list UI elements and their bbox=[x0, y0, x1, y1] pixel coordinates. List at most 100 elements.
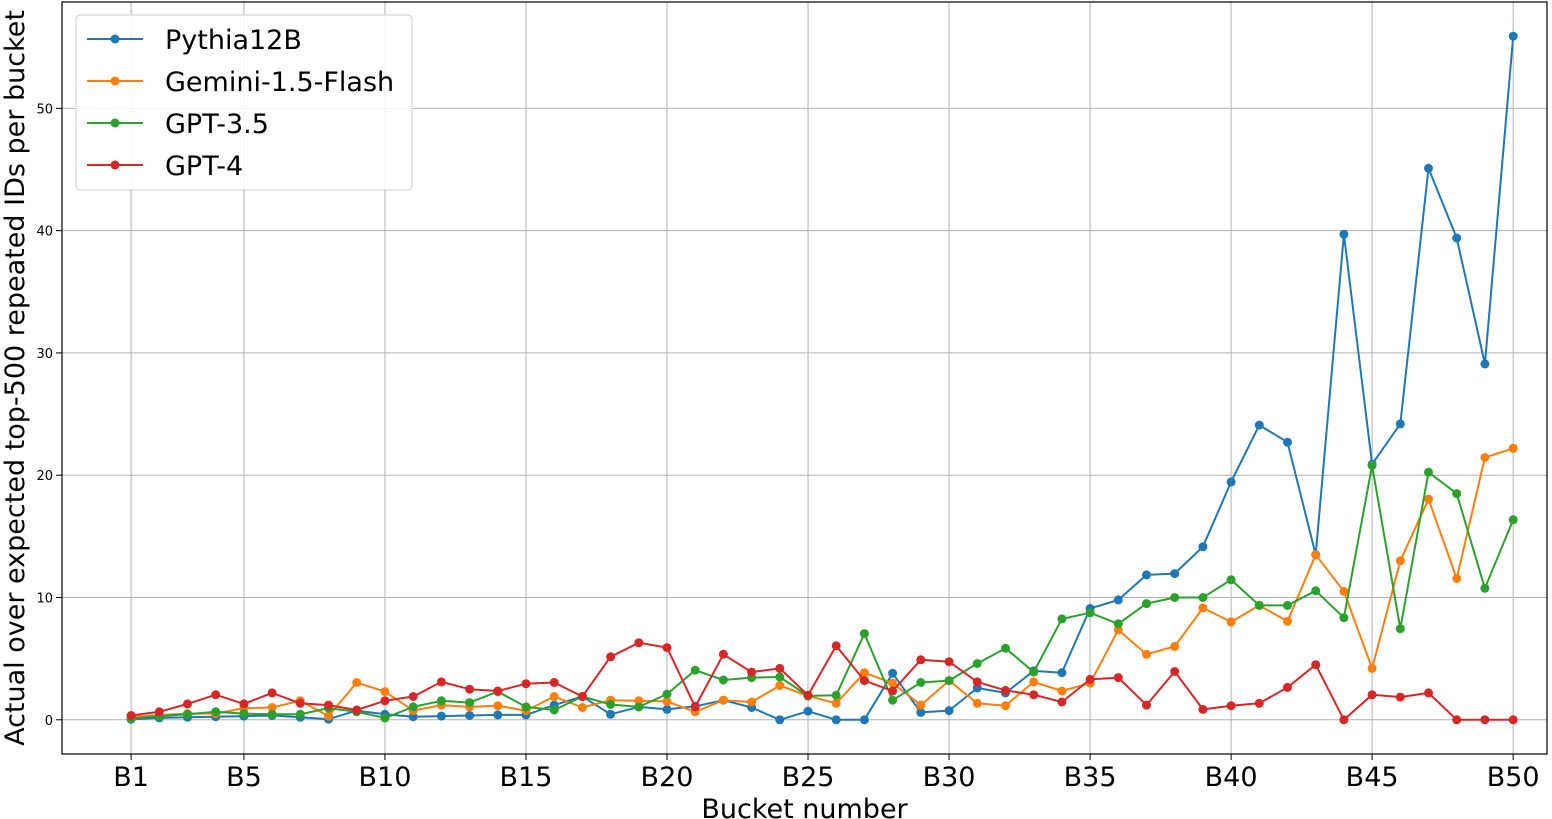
legend: Pythia12B Gemini-1.5-Flash GPT-3.5 GPT-4 bbox=[75, 14, 413, 191]
x-tick-label: B10 bbox=[359, 762, 412, 793]
data-point bbox=[916, 707, 926, 717]
x-axis-ticks: B1 B5 B10 B15 B20 B25 B30 B35 B40 B45 B50 bbox=[113, 754, 1540, 793]
data-point bbox=[577, 692, 587, 701]
data-point bbox=[662, 689, 672, 699]
data-point bbox=[1480, 453, 1490, 462]
data-point bbox=[183, 699, 192, 709]
data-point bbox=[916, 700, 926, 710]
data-point bbox=[775, 663, 785, 673]
data-point bbox=[1339, 586, 1349, 596]
data-point bbox=[295, 709, 305, 719]
data-point bbox=[1226, 477, 1236, 487]
series-line bbox=[131, 447, 1514, 719]
data-point bbox=[944, 706, 954, 716]
data-point bbox=[1226, 575, 1236, 585]
x-tick-label: B50 bbox=[1487, 762, 1540, 793]
x-tick-label: B30 bbox=[923, 762, 976, 793]
data-point bbox=[606, 709, 616, 719]
series-pythia12b bbox=[126, 31, 1518, 725]
legend-label: Gemini-1.5-Flash bbox=[165, 67, 394, 98]
data-point bbox=[549, 678, 559, 687]
data-point bbox=[239, 709, 249, 719]
data-point bbox=[577, 703, 587, 712]
x-tick-label: B45 bbox=[1346, 762, 1399, 793]
data-point bbox=[1424, 494, 1433, 504]
data-point bbox=[465, 684, 475, 694]
data-point bbox=[1001, 643, 1010, 653]
data-point bbox=[1508, 715, 1518, 725]
data-point bbox=[1339, 229, 1349, 239]
data-point bbox=[1057, 686, 1067, 696]
legend-label: Pythia12B bbox=[165, 25, 302, 56]
data-point bbox=[1142, 649, 1151, 659]
legend-item: Pythia12B bbox=[87, 25, 302, 56]
data-point bbox=[1198, 603, 1208, 613]
legend-marker bbox=[110, 160, 120, 170]
legend-label: GPT-4 bbox=[165, 151, 243, 182]
data-point bbox=[324, 700, 333, 710]
data-point bbox=[1226, 617, 1236, 627]
data-point bbox=[380, 696, 390, 706]
y-tick-label: 20 bbox=[36, 469, 53, 484]
data-point bbox=[1085, 674, 1095, 684]
data-point bbox=[1395, 624, 1405, 634]
data-point bbox=[916, 655, 926, 665]
data-point bbox=[944, 657, 954, 667]
data-point bbox=[1480, 583, 1490, 593]
x-tick-label: B25 bbox=[782, 762, 835, 793]
data-point bbox=[1508, 443, 1518, 453]
data-point bbox=[380, 713, 390, 723]
data-point bbox=[803, 690, 813, 700]
data-point bbox=[1085, 608, 1095, 618]
data-point bbox=[972, 677, 982, 687]
data-point bbox=[718, 675, 728, 685]
x-tick-label: B35 bbox=[1064, 762, 1117, 793]
data-point bbox=[831, 698, 841, 708]
y-tick-label: 50 bbox=[36, 102, 53, 117]
series-line bbox=[131, 464, 1515, 720]
data-point bbox=[859, 668, 869, 678]
data-point bbox=[267, 688, 277, 698]
data-point bbox=[888, 695, 898, 705]
data-point bbox=[1367, 690, 1377, 700]
data-point bbox=[352, 678, 362, 687]
x-tick-label: B20 bbox=[641, 762, 694, 793]
y-tick-label: 10 bbox=[36, 591, 53, 606]
x-tick-label: B1 bbox=[113, 762, 149, 793]
data-point bbox=[1395, 692, 1405, 702]
data-point bbox=[634, 702, 644, 712]
data-point bbox=[1198, 704, 1208, 714]
data-point bbox=[662, 696, 672, 706]
data-point bbox=[154, 707, 164, 717]
series-line bbox=[130, 641, 1514, 721]
data-point bbox=[972, 698, 982, 708]
data-point bbox=[718, 649, 728, 659]
data-point bbox=[662, 704, 672, 714]
data-point bbox=[1311, 660, 1321, 670]
data-point bbox=[1480, 359, 1490, 369]
data-point bbox=[1452, 233, 1462, 243]
data-point bbox=[493, 701, 503, 711]
data-point bbox=[1254, 600, 1264, 610]
data-point bbox=[1170, 569, 1180, 579]
data-point bbox=[1452, 489, 1462, 499]
data-point bbox=[859, 715, 869, 725]
data-point bbox=[831, 715, 841, 725]
legend-box bbox=[75, 14, 413, 191]
y-tick-label: 30 bbox=[36, 347, 53, 362]
series-line bbox=[131, 36, 1515, 721]
data-point bbox=[1029, 677, 1039, 687]
data-point bbox=[747, 667, 757, 677]
data-point bbox=[1424, 467, 1433, 477]
grid-lines bbox=[62, 2, 1547, 754]
plot-frame bbox=[61, 1, 1548, 755]
data-point bbox=[1226, 701, 1236, 711]
data-point bbox=[436, 711, 446, 721]
data-point bbox=[1198, 593, 1208, 602]
data-point bbox=[1452, 715, 1462, 725]
legend-marker bbox=[110, 118, 120, 128]
data-point bbox=[267, 703, 277, 712]
data-point bbox=[1142, 570, 1151, 580]
data-point bbox=[380, 687, 390, 697]
